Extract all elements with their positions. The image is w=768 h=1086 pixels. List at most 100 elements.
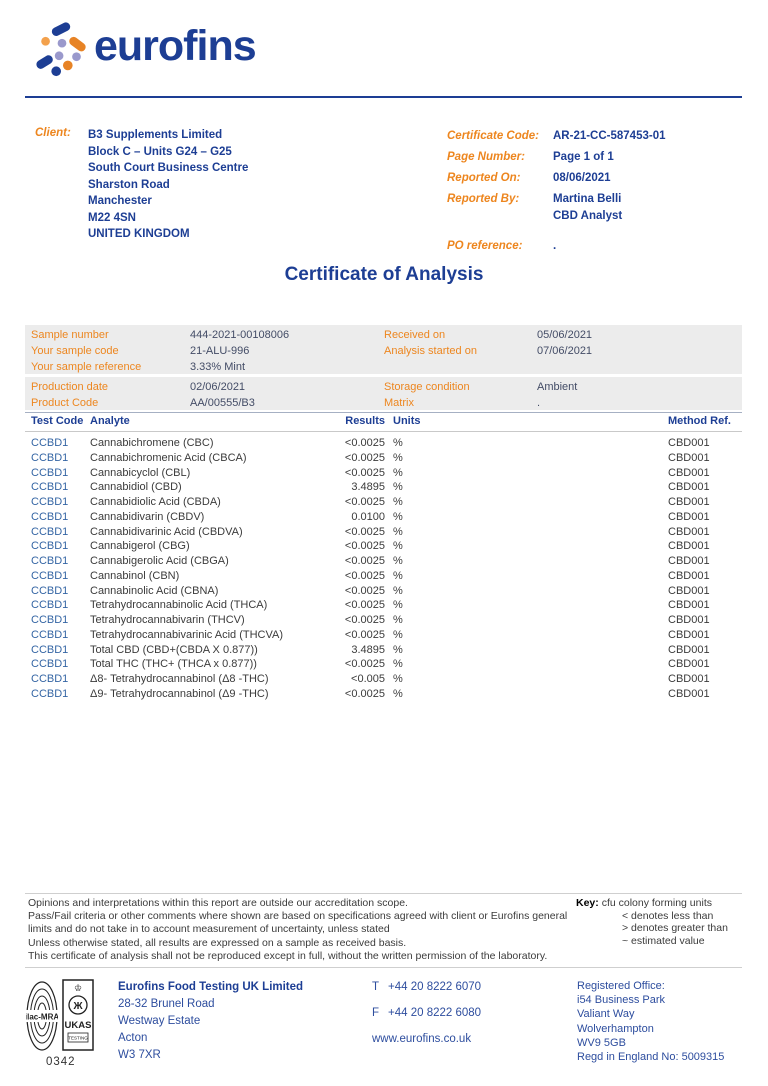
lab-address-line: Westway Estate	[118, 1015, 201, 1027]
lab-company-name: Eurofins Food Testing UK Limited	[118, 981, 304, 993]
result-value: <0.0025	[344, 614, 385, 627]
registered-office-line: Registered Office:	[577, 980, 665, 992]
certificate-code-row: Certificate Code: AR-21-CC-587453-01	[447, 128, 747, 144]
result-method-ref: CBD001	[668, 510, 710, 523]
registered-office-line: Wolverhampton	[577, 1022, 654, 1035]
result-analyte: Cannabidiol (CBD)	[90, 481, 182, 494]
result-units: %	[393, 525, 403, 538]
report-meta: Certificate Code: AR-21-CC-587453-01 Pag…	[447, 128, 747, 259]
reported-on-row: Reported On: 08/06/2021	[447, 170, 747, 186]
result-value: <0.0025	[344, 540, 385, 553]
registered-office-line: Regd in England No: 5009315	[577, 1051, 725, 1064]
page-number-row: Page Number: Page 1 of 1	[447, 149, 747, 165]
ilac-mra-logo-icon: ilac-MRA	[26, 981, 58, 1051]
result-units: %	[393, 643, 403, 656]
result-analyte: Cannabicyclol (CBL)	[90, 466, 191, 479]
result-units: %	[393, 569, 403, 582]
result-method-ref: CBD001	[668, 628, 710, 641]
registered-office-line: i54 Business Park	[577, 994, 666, 1007]
disclaimer-top-rule	[25, 893, 742, 894]
result-units: %	[393, 555, 403, 568]
sample-info-row: Your sample code 21-ALU-996 Analysis sta…	[25, 344, 742, 360]
registered-office-line: Valiant Way	[577, 1008, 635, 1021]
sample-info-row: Production date 02/06/2021 Storage condi…	[25, 380, 742, 396]
result-value: <0.0025	[344, 628, 385, 641]
info-label: Matrix	[384, 397, 414, 410]
result-units: %	[393, 540, 403, 553]
result-units: %	[393, 510, 403, 523]
result-analyte: Cannabinol (CBN)	[90, 569, 180, 582]
result-value: <0.0025	[344, 569, 385, 582]
result-analyte: Cannabidivarin (CBDV)	[90, 510, 205, 523]
client-address-line: Manchester	[88, 195, 152, 207]
website-row: www.eurofins.co.uk	[372, 1031, 481, 1047]
client-address-line: South Court Business Centre	[88, 162, 249, 174]
registered-office-block: Registered Office: i54 Business Park Valia…	[577, 979, 724, 1064]
result-method-ref: CBD001	[668, 569, 710, 582]
info-label: Production date	[31, 381, 109, 393]
disclaimer-line: Unless otherwise stated, all results are…	[28, 936, 407, 949]
col-header-results: Results	[345, 415, 385, 427]
result-row: CCBD1 Cannabicyclol (CBL) <0.0025 % CBD0…	[25, 466, 742, 481]
result-analyte: Δ8- Tetrahydrocannabinol (Δ8 -THC)	[90, 673, 269, 686]
lab-contact-block: T +44 20 8222 6070 F +44 20 8222 6080 ww…	[372, 979, 481, 1057]
result-analyte: Cannabigerolic Acid (CBGA)	[90, 555, 229, 568]
ukas-logo-icon: ♔ Ж UKAS TESTING	[62, 979, 94, 1051]
result-value: 0.0100	[351, 510, 385, 523]
result-analyte: Cannabinolic Acid (CBNA)	[90, 584, 219, 597]
info-label: Product Code	[31, 397, 99, 410]
result-analyte: Cannabigerol (CBG)	[90, 540, 190, 553]
result-value: <0.0025	[344, 496, 385, 509]
result-test-code: CCBD1	[31, 628, 69, 641]
info-value: .	[537, 397, 541, 410]
result-value: 3.4895	[351, 481, 385, 494]
result-test-code: CCBD1	[31, 599, 69, 612]
result-value: <0.0025	[344, 525, 385, 538]
info-value: 21-ALU-996	[190, 345, 250, 358]
client-address-line: UNITED KINGDOM	[88, 228, 190, 240]
info-value: 05/06/2021	[537, 329, 593, 341]
svg-text:♔: ♔	[74, 983, 82, 993]
result-test-code: CCBD1	[31, 451, 69, 464]
result-row: CCBD1 Cannabidiolic Acid (CBDA) <0.0025 …	[25, 495, 742, 510]
page-number-label: Page Number:	[447, 151, 525, 163]
result-analyte: Cannabichromene (CBC)	[90, 437, 214, 449]
result-method-ref: CBD001	[668, 555, 710, 568]
col-header-test-code: Test Code	[31, 415, 84, 427]
result-method-ref: CBD001	[668, 658, 710, 671]
result-units: %	[393, 628, 403, 641]
lab-company-address: 28-32 Brunel Road Westway Estate Acton W3 7…	[118, 996, 303, 1064]
po-reference-label: PO reference:	[447, 240, 523, 252]
result-test-code: CCBD1	[31, 510, 69, 523]
result-units: %	[393, 451, 403, 464]
result-units: %	[393, 658, 403, 671]
result-value: <0.0025	[344, 658, 385, 671]
ukas-accreditation-number: 0342	[46, 1056, 76, 1068]
key-item: > denotes greater than	[622, 922, 728, 935]
result-method-ref: CBD001	[668, 481, 710, 494]
phone-number: +44 20 8222 6070	[388, 981, 482, 993]
client-address: B3 Supplements Limited Block C – Units G2…	[88, 127, 248, 243]
info-label: Your sample code	[31, 345, 119, 358]
col-header-method-ref: Method Ref.	[668, 415, 731, 427]
info-label: Your sample reference	[31, 361, 142, 374]
table-top-rule	[25, 412, 742, 413]
result-test-code: CCBD1	[31, 688, 69, 701]
result-test-code: CCBD1	[31, 555, 69, 568]
results-table-body: CCBD1 Cannabichromene (CBC) <0.0025 % CB…	[25, 436, 742, 702]
sample-info-row: Your sample reference 3.33% Mint	[25, 360, 742, 376]
client-address-line: M22 4SN	[88, 211, 136, 224]
disclaimer-line: Opinions and interpretations within this…	[28, 897, 408, 909]
eurofins-wordmark: eurofins	[94, 22, 257, 70]
key-intro: cfu colony forming units	[601, 897, 712, 909]
page-number-value: Page 1 of 1	[553, 151, 614, 163]
result-row: CCBD1 Cannabidiol (CBD) 3.4895 % CBD001	[25, 480, 742, 495]
result-method-ref: CBD001	[668, 673, 710, 686]
client-address-line: Block C – Units G24 – G25	[88, 145, 232, 158]
result-test-code: CCBD1	[31, 569, 69, 582]
result-value: <0.005	[351, 673, 385, 686]
result-units: %	[393, 614, 403, 627]
key-items: < denotes less than > denotes greater tha…	[622, 910, 746, 948]
sample-info-block-1: Sample number 444-2021-00108006 Received…	[25, 325, 742, 374]
